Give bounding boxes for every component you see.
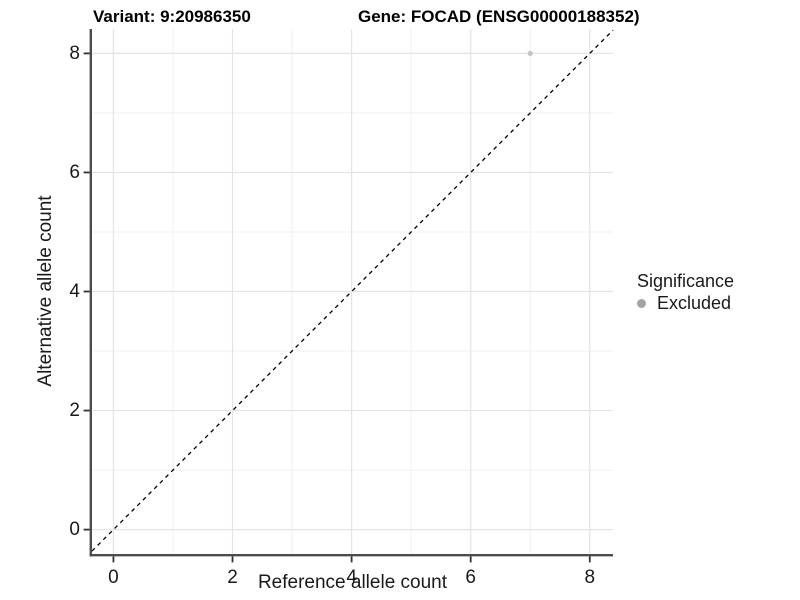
data-point: [527, 50, 533, 57]
y-tick-label: 6: [69, 162, 80, 183]
legend-title: Significance: [637, 271, 735, 291]
x-tick-label: 2: [227, 567, 238, 588]
x-tick-label: 8: [584, 567, 595, 588]
variant-title: Variant: 9:20986350: [93, 7, 251, 26]
y-axis-title: Alternative allele count: [35, 195, 56, 387]
legend-item-excluded: Excluded: [637, 294, 734, 313]
y-tick-label: 8: [69, 43, 80, 64]
gene-title: Gene: FOCAD (ENSG00000188352): [358, 7, 640, 26]
x-tick-label: 0: [108, 567, 119, 588]
x-axis-title: Reference allele count: [257, 572, 448, 593]
y-tick-label: 2: [69, 400, 80, 421]
y-tick-label: 4: [69, 281, 80, 302]
identity-line: [91, 29, 614, 552]
x-tick-label: 4: [346, 567, 357, 588]
legend-item-label: Excluded: [657, 293, 732, 313]
x-tick-label: 6: [465, 567, 476, 588]
legend: Significance Excluded: [637, 272, 734, 313]
excluded-point-icon: [637, 299, 646, 308]
y-tick-label: 0: [69, 519, 80, 540]
